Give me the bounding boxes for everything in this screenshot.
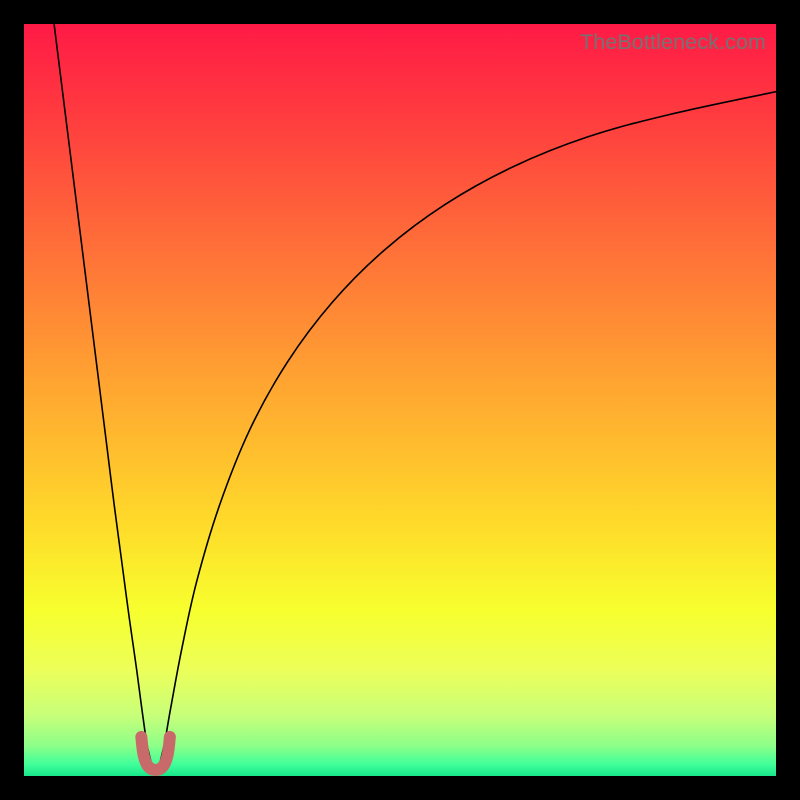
chart-plot-area: [24, 24, 776, 776]
watermark-text: TheBottleneck.com: [580, 30, 766, 55]
chart-svg: [24, 24, 776, 776]
chart-frame: TheBottleneck.com: [24, 24, 776, 776]
chart-background: [24, 24, 776, 776]
